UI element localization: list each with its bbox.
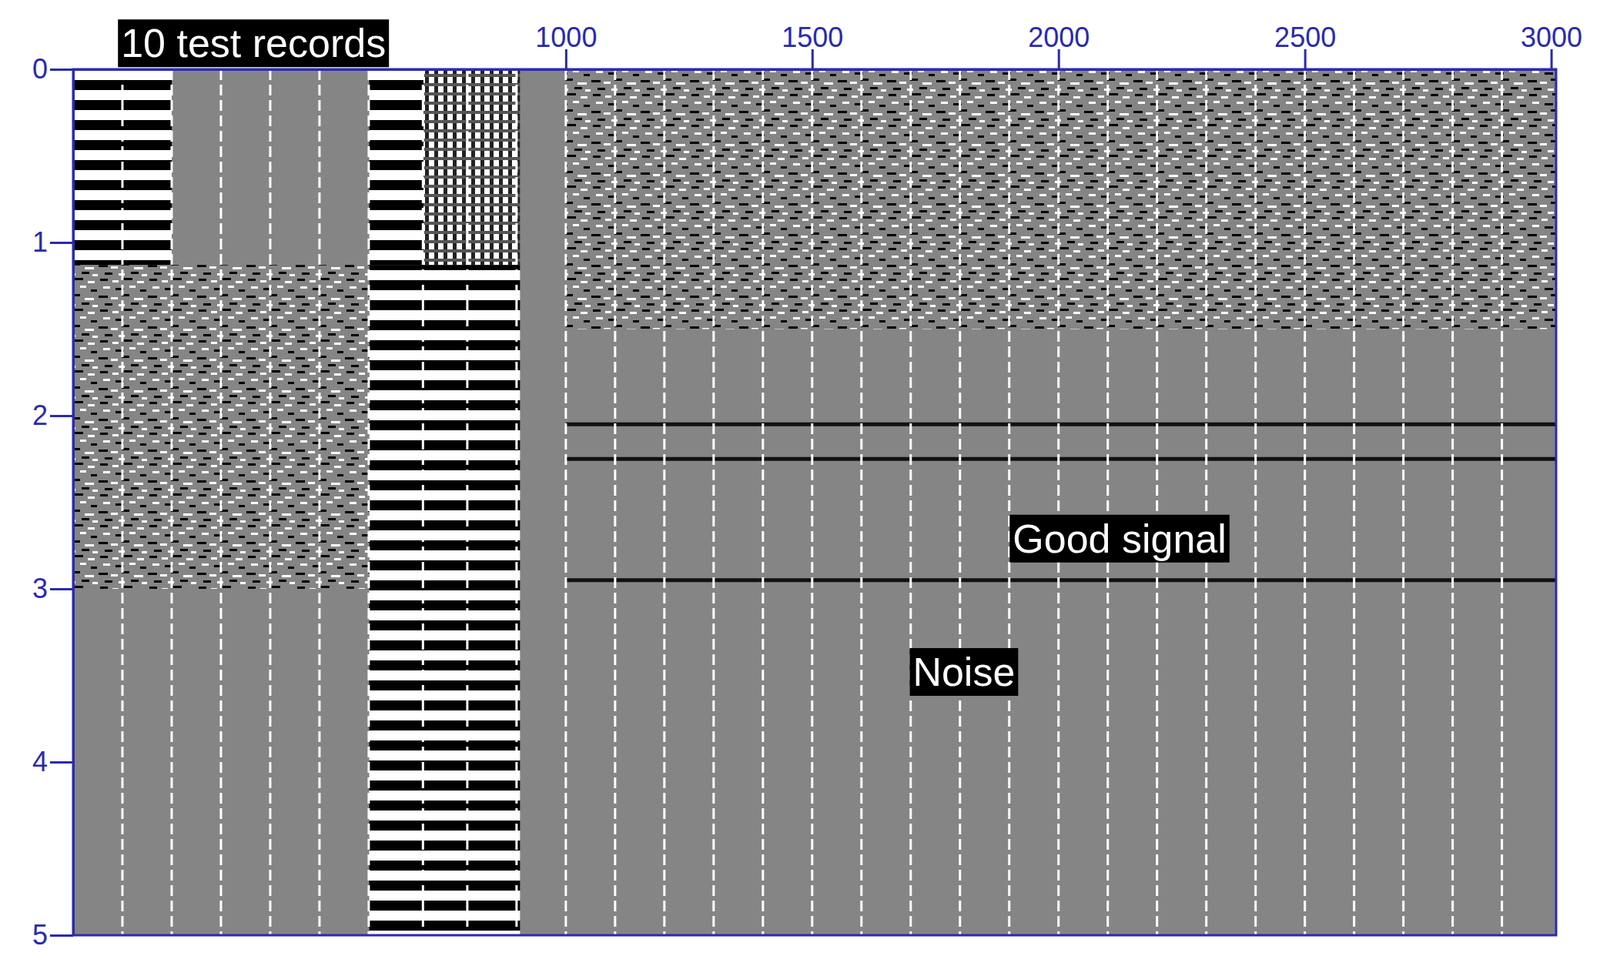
tick: 5 [32,919,74,951]
record-boundary [1205,69,1208,936]
record-boundary [761,69,764,936]
tick-mark [50,588,74,591]
tick-label: 3 [32,572,48,605]
annotation-box [117,19,389,67]
tick-label: 2000 [1027,21,1090,54]
record-boundary [1451,69,1454,936]
record-boundary [465,69,469,936]
annotation-box [909,648,1018,697]
annotation-box [1009,515,1230,563]
record-boundary [1500,69,1503,936]
axis-line [73,68,1557,71]
record-boundary [317,69,321,936]
tick: 1500 [781,21,844,70]
record-boundary [1254,69,1257,936]
tick: 2500 [1274,21,1336,70]
panel [369,264,521,936]
record-boundary [1303,69,1306,936]
tick-mark [50,415,74,418]
tick: 2000 [1027,21,1090,70]
annotation-text: 10 test records [120,20,386,66]
record-boundary [1352,69,1356,936]
record-boundary [662,69,666,936]
tick-label: 1500 [781,21,844,54]
record-boundary [170,69,173,936]
chart: 1000 1500 2000 2500 3000 0 1 2 3 4 5 10 test record… [0,0,1600,966]
plot-background [73,69,1557,936]
x-axis: 1000 1500 2000 2500 3000 [73,21,1584,71]
record-boundary [958,69,961,936]
record-boundary [1155,69,1159,936]
record-boundary [712,69,715,936]
tick: 0 [32,53,74,85]
tick-label: 1 [32,226,48,258]
record-boundary [1007,69,1011,936]
tick-label: 4 [32,746,48,778]
tick: 1000 [535,21,597,70]
panel [423,69,520,265]
tick-label: 2500 [1274,21,1336,54]
tick-mark [50,68,74,71]
annotations: 10 test records Good signal Noise [117,19,1230,697]
tick: 3000 [1520,21,1583,70]
axis-line [72,70,75,937]
tick-label: 5 [32,919,48,951]
tick-mark [50,761,74,764]
y-axis: 0 1 2 3 4 5 [32,53,74,951]
panel [369,69,424,265]
record-boundary [1402,69,1405,936]
annotation: Good signal [1009,515,1230,563]
annotation-text: Noise [912,649,1015,695]
record-boundary [120,69,124,936]
record-boundary [810,69,814,936]
tick-mark [50,241,74,245]
tick-label: 0 [32,53,48,85]
record-boundary [1057,69,1060,936]
annotation: 10 test records [117,19,389,67]
annotation: Noise [909,648,1018,697]
tick-label: 3000 [1520,21,1583,54]
record-boundary [909,69,912,936]
record-boundary [860,69,863,936]
record-boundary [421,69,425,936]
tick: 1 [32,226,74,258]
plot-frame [73,69,1557,936]
record-boundary [613,69,616,936]
record-boundary [367,69,370,936]
record-boundary [564,69,567,936]
record-boundary [268,69,272,936]
tick-mark [50,934,74,938]
record-boundary [1106,69,1109,936]
tick-label: 2 [32,399,48,432]
record-boundary [219,69,222,936]
record-boundary [515,69,518,936]
tick: 4 [32,746,74,778]
tick: 3 [32,572,74,605]
plot-area [73,69,1557,936]
tick-label: 1000 [535,21,597,54]
annotation-text: Good signal [1012,516,1227,562]
tick: 2 [32,399,74,432]
